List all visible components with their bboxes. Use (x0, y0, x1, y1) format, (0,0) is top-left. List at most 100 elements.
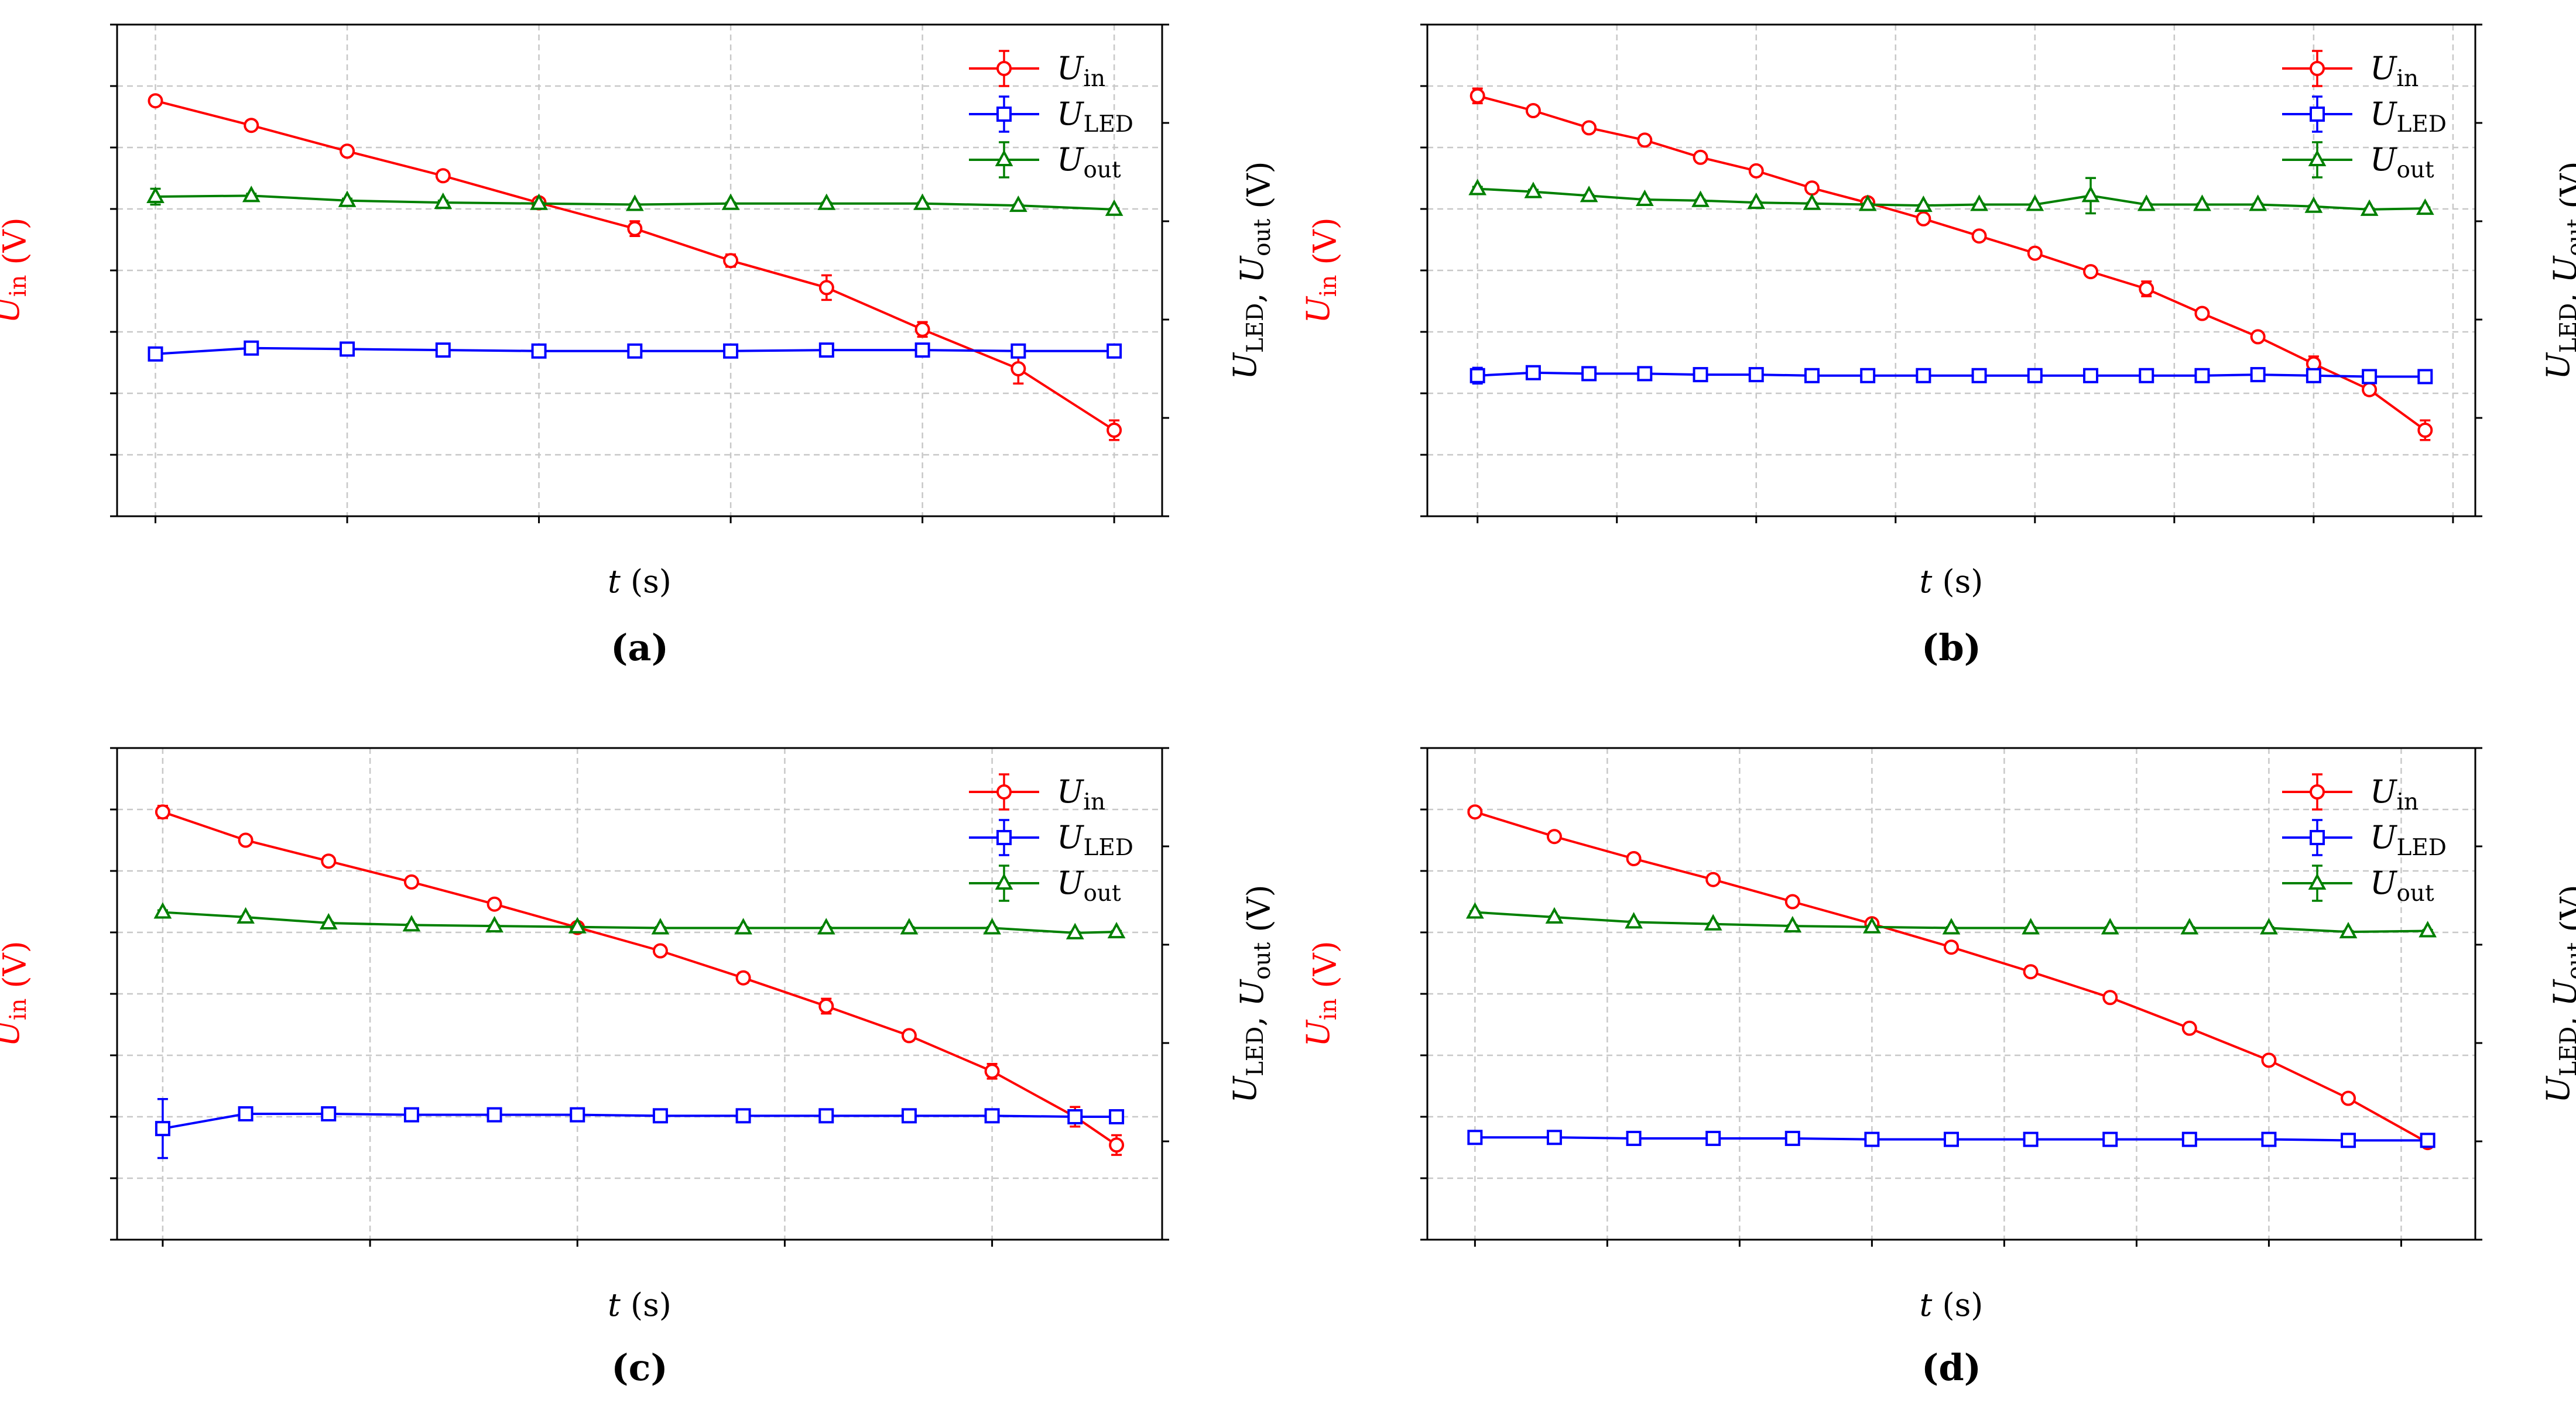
data-point-u_in (735, 970, 751, 986)
axes-frame (116, 747, 1163, 1241)
y-left-axis-label: Uin (V) (0, 217, 33, 323)
data-point-u_led (2261, 1131, 2277, 1147)
data-point-u_in (2362, 382, 2378, 397)
x-axis-label: t (s) (608, 1287, 672, 1323)
data-point-u_in (1525, 103, 1541, 118)
data-point-u_led (818, 342, 834, 358)
legend-item-u_led: ULED (2282, 95, 2447, 138)
data-point-u_out (2180, 918, 2199, 935)
data-point-u_out (900, 918, 919, 935)
legend-label-u_out: Uout (2370, 141, 2434, 183)
data-point-u_led (403, 1107, 419, 1123)
axes-frame (1426, 747, 2476, 1241)
data-point-u_out (153, 902, 172, 919)
data-point-u_out (1970, 194, 1988, 211)
data-point-u_in (2083, 264, 2099, 280)
data-point-u_in (901, 1028, 917, 1044)
series-u_in (148, 93, 1122, 441)
data-point-u_led (2139, 368, 2154, 383)
legend-marker-u_out (995, 149, 1013, 166)
x-axis-label: t (s) (1920, 563, 1984, 600)
data-point-u_led (1784, 1130, 1800, 1146)
data-point-u_out (1009, 195, 1027, 212)
data-point-u_out (651, 918, 670, 935)
data-point-u_in (2102, 990, 2118, 1006)
legend-item-u_out: Uout (2282, 864, 2434, 907)
data-point-u_in (403, 874, 419, 890)
data-point-u_in (627, 221, 643, 236)
data-point-u_led (914, 342, 930, 358)
data-point-u_led (1469, 368, 1485, 383)
series-u_in (155, 804, 1125, 1156)
data-point-u_led (2250, 367, 2266, 383)
data-point-u_in (2417, 423, 2433, 438)
series-line-u_led (162, 1112, 1117, 1130)
data-point-u_out (1468, 179, 1487, 195)
data-point-u_led (2341, 1133, 2356, 1148)
series-u_led (1469, 365, 2433, 385)
legend-label-u_out: Uout (1057, 864, 1121, 907)
data-point-u_in (2261, 1052, 2277, 1068)
data-point-u_out (983, 918, 1001, 935)
data-point-u_led (1864, 1131, 1880, 1147)
data-point-u_led (1944, 1131, 1959, 1147)
data-point-u_led (1705, 1130, 1721, 1146)
data-point-u_led (148, 346, 163, 362)
data-point-u_led (1693, 367, 1708, 383)
panel-caption-d: (d) (1921, 1346, 1981, 1389)
data-point-u_out (2249, 194, 2267, 211)
data-point-u_led (2420, 1133, 2435, 1148)
data-point-u_in (1784, 894, 1800, 910)
data-point-u_led (531, 343, 547, 359)
series-line-u_in (162, 811, 1118, 1146)
data-point-u_out (2360, 199, 2379, 216)
legend-label-u_led: ULED (1057, 95, 1133, 138)
legend-label-u_in: Uin (2370, 773, 2419, 815)
axes-frame (116, 23, 1163, 517)
data-point-u_out (1545, 907, 1564, 924)
data-point-u_led (570, 1107, 585, 1123)
legend-item-u_led: ULED (2282, 819, 2447, 861)
legend-item-u_in: Uin (969, 50, 1105, 92)
data-point-u_led (901, 1108, 917, 1124)
data-point-u_in (1693, 149, 1708, 165)
legend-item-u_out: Uout (969, 864, 1121, 907)
legend-label-u_led: ULED (2370, 819, 2447, 861)
data-point-u_led (2027, 368, 2043, 383)
data-point-u_led (1109, 1109, 1125, 1124)
legend-label-u_in: Uin (2370, 50, 2419, 92)
series-u_out (146, 186, 1123, 216)
data-point-u_led (1546, 1130, 1562, 1145)
data-point-u_out (1858, 194, 1877, 211)
data-point-u_led (735, 1108, 751, 1124)
data-point-u_led (487, 1107, 502, 1123)
data-point-u_in (818, 999, 834, 1014)
data-point-u_led (1107, 343, 1122, 359)
data-point-u_in (321, 853, 337, 869)
series-u_out (1468, 177, 2434, 216)
data-point-u_out (568, 917, 587, 934)
data-point-u_in (2250, 329, 2266, 345)
series-line-u_out (1477, 187, 2426, 211)
legend-item-u_out: Uout (2282, 141, 2434, 183)
data-point-u_led (1626, 1130, 1642, 1146)
data-point-u_led (340, 341, 355, 357)
data-point-u_led (2083, 368, 2099, 383)
data-point-u_out (625, 194, 644, 211)
data-point-u_led (244, 340, 259, 356)
data-point-u_in (340, 143, 355, 159)
y-left-axis-label: Uin (V) (1300, 217, 1344, 323)
data-point-u_led (2102, 1131, 2118, 1147)
data-point-u_in (1637, 132, 1653, 148)
y-right-axis-label: ULED, Uout (V) (2540, 161, 2576, 379)
data-point-u_out (1635, 189, 1654, 207)
data-point-u_out (817, 193, 836, 210)
legend-label-u_in: Uin (1057, 50, 1105, 92)
legend-item-u_in: Uin (2282, 50, 2419, 92)
y-right-axis-label: ULED, Uout (V) (1227, 884, 1277, 1103)
data-point-u_out (1803, 193, 1821, 210)
legend-marker-u_led (2310, 107, 2325, 122)
series-u_led (148, 340, 1122, 362)
data-point-u_out (1914, 195, 1933, 212)
